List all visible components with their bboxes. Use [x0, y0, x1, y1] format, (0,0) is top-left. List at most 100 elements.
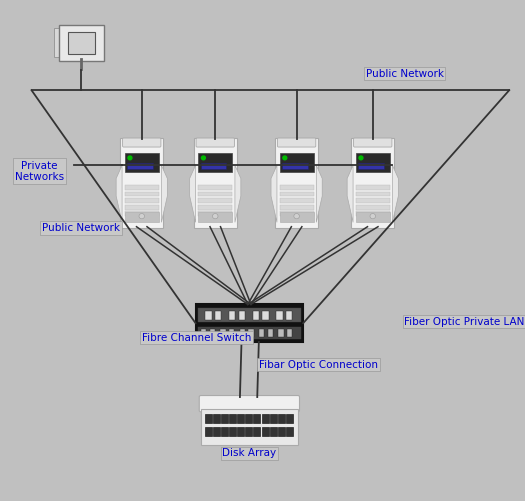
Circle shape	[213, 213, 218, 219]
FancyBboxPatch shape	[121, 138, 163, 228]
Polygon shape	[347, 165, 353, 222]
Polygon shape	[392, 165, 398, 222]
Bar	[278, 426, 285, 436]
Bar	[68, 32, 94, 55]
Bar	[248, 329, 254, 337]
Bar	[262, 311, 269, 320]
FancyBboxPatch shape	[199, 396, 299, 412]
Polygon shape	[162, 165, 167, 222]
Bar	[198, 212, 232, 222]
Bar	[220, 329, 226, 337]
Bar	[229, 426, 236, 436]
FancyBboxPatch shape	[123, 138, 161, 147]
Bar	[125, 198, 159, 203]
Bar	[229, 329, 234, 337]
Polygon shape	[271, 165, 277, 222]
Bar	[278, 414, 285, 423]
Bar	[127, 163, 153, 169]
Polygon shape	[316, 165, 322, 222]
Polygon shape	[116, 165, 122, 222]
Bar	[205, 426, 212, 436]
Polygon shape	[235, 165, 241, 222]
Bar	[125, 192, 159, 196]
Text: Disk Array: Disk Array	[222, 448, 277, 458]
Bar	[205, 311, 212, 320]
Circle shape	[283, 156, 287, 160]
Bar	[125, 185, 159, 190]
Bar	[287, 329, 292, 337]
FancyBboxPatch shape	[59, 26, 103, 61]
Bar	[213, 414, 220, 423]
Bar	[356, 153, 390, 172]
Bar	[198, 198, 232, 203]
FancyBboxPatch shape	[277, 138, 316, 147]
Bar	[261, 414, 269, 423]
Bar	[280, 205, 313, 209]
FancyBboxPatch shape	[54, 28, 61, 57]
Bar	[286, 414, 293, 423]
Bar	[125, 205, 159, 209]
FancyBboxPatch shape	[352, 138, 394, 228]
Bar	[198, 308, 301, 323]
FancyBboxPatch shape	[275, 138, 318, 228]
Bar	[278, 329, 284, 337]
Bar	[358, 163, 384, 169]
Bar	[221, 414, 228, 423]
Bar	[198, 211, 232, 216]
Bar	[245, 426, 253, 436]
Bar	[254, 414, 260, 423]
Bar	[198, 185, 232, 190]
Bar	[259, 329, 265, 337]
Bar	[254, 426, 260, 436]
Bar	[221, 426, 228, 436]
Bar	[205, 414, 212, 423]
Bar	[238, 311, 245, 320]
Bar	[280, 192, 313, 196]
Bar	[253, 311, 259, 320]
Text: Fibar Optic Connection: Fibar Optic Connection	[259, 360, 378, 370]
Bar	[356, 198, 390, 203]
FancyBboxPatch shape	[196, 138, 234, 147]
Circle shape	[202, 156, 205, 160]
Text: Public Network: Public Network	[365, 69, 444, 79]
Text: Fiber Optic Private LAN: Fiber Optic Private LAN	[404, 317, 524, 327]
Bar	[201, 409, 298, 445]
Bar	[125, 212, 159, 222]
Bar	[209, 329, 215, 337]
Bar	[268, 329, 273, 337]
Bar	[198, 192, 232, 196]
Bar	[201, 329, 206, 337]
Bar	[356, 212, 390, 222]
Bar	[282, 163, 308, 169]
Bar	[201, 163, 226, 169]
Bar	[270, 426, 277, 436]
Bar	[286, 311, 292, 320]
Bar	[356, 211, 390, 216]
Bar	[195, 305, 303, 342]
Bar	[261, 426, 269, 436]
Bar	[229, 311, 235, 320]
Circle shape	[139, 213, 144, 219]
Bar	[198, 205, 232, 209]
Circle shape	[359, 156, 363, 160]
FancyBboxPatch shape	[194, 138, 236, 228]
Bar	[237, 426, 244, 436]
Text: Private
Networks: Private Networks	[15, 160, 64, 182]
Bar	[276, 311, 283, 320]
Bar	[245, 414, 253, 423]
Bar	[280, 211, 313, 216]
Text: Public Network: Public Network	[42, 223, 120, 233]
FancyBboxPatch shape	[354, 138, 392, 147]
Circle shape	[294, 213, 299, 219]
Bar	[240, 329, 245, 337]
Bar	[270, 414, 277, 423]
Bar	[198, 327, 301, 339]
Text: Fibre Channel Switch: Fibre Channel Switch	[142, 333, 251, 343]
Bar	[286, 426, 293, 436]
Bar	[356, 192, 390, 196]
Polygon shape	[190, 165, 195, 222]
Bar	[237, 414, 244, 423]
Circle shape	[370, 213, 375, 219]
Circle shape	[128, 156, 132, 160]
Bar	[198, 153, 232, 172]
